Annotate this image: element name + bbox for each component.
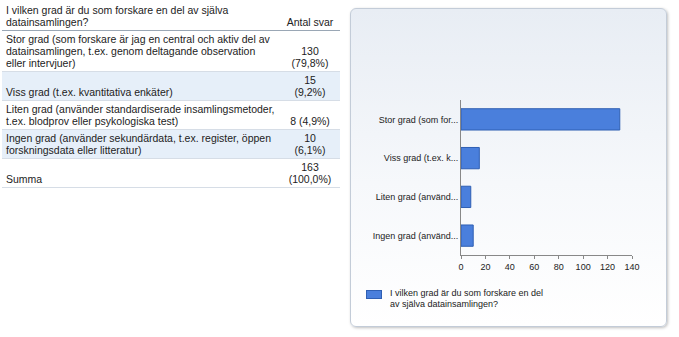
- svg-text:120: 120: [600, 262, 615, 272]
- html-text:10: 10: [304, 132, 316, 144]
- html-text:Ingen grad (använder sekundärd: Ingen grad (använder sekundärdata, t.ex.…: [6, 132, 271, 156]
- html-text:15: 15: [304, 74, 316, 86]
- html-text:I vilken grad är du som forska: I vilken grad är du som forskare en del …: [6, 4, 229, 28]
- html-text:(79,8%): (79,8%): [291, 57, 329, 69]
- svg-text:40: 40: [505, 262, 515, 272]
- html-text:(9,2%): (9,2%): [294, 86, 326, 98]
- html-text:(6,1%): (6,1%): [294, 144, 326, 156]
- html-text:Antal svar: Antal svar: [286, 16, 334, 28]
- html-text:Viss grad (t.ex. kvantitativa: Viss grad (t.ex. kvantitativa enkäter): [6, 86, 173, 98]
- svg-text:Stor grad (som for...: Stor grad (som for...: [379, 115, 459, 125]
- svg-text:20: 20: [480, 262, 490, 272]
- svg-text:140: 140: [624, 262, 639, 272]
- html-text:8 (4,9%): 8 (4,9%): [290, 115, 330, 127]
- html-text:Stor grad (som forskare är jag: Stor grad (som forskare är jag en centra…: [6, 33, 270, 69]
- html-text:Summa: Summa: [6, 173, 43, 185]
- svg-text:Liten grad (använd...: Liten grad (använd...: [376, 192, 459, 202]
- svg-text:Viss grad (t.ex. k...: Viss grad (t.ex. k...: [384, 153, 458, 163]
- svg-text:Ingen grad (använd...: Ingen grad (använd...: [373, 231, 459, 241]
- html-text:163: 163: [301, 161, 319, 173]
- svg-text:0: 0: [458, 262, 463, 272]
- html-text:I vilken grad är du som forska: I vilken grad är du som forskare en del …: [390, 288, 544, 309]
- html-text:130: 130: [301, 45, 319, 57]
- svg-text:60: 60: [529, 262, 539, 272]
- svg-text:100: 100: [576, 262, 591, 272]
- html-text:Liten grad (använder standardi: Liten grad (använder standardiserade ins…: [6, 103, 275, 127]
- svg-text:80: 80: [554, 262, 564, 272]
- html-text:(100,0%): (100,0%): [288, 173, 332, 185]
